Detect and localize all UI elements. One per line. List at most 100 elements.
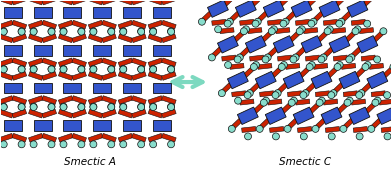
Bar: [72, 20, 87, 29]
Circle shape: [244, 92, 251, 99]
Circle shape: [0, 141, 7, 148]
Bar: [238, 46, 251, 59]
Bar: [212, 19, 226, 25]
Bar: [258, 117, 271, 130]
Bar: [58, 20, 73, 29]
Bar: [325, 126, 340, 132]
Circle shape: [278, 64, 285, 70]
Bar: [298, 126, 312, 132]
Circle shape: [218, 90, 225, 97]
Bar: [148, 96, 163, 104]
Bar: [88, 133, 103, 142]
Bar: [315, 91, 330, 97]
Circle shape: [60, 103, 67, 110]
Circle shape: [338, 18, 345, 25]
Circle shape: [384, 133, 391, 140]
Circle shape: [167, 28, 174, 35]
Bar: [58, 96, 73, 104]
Circle shape: [374, 97, 381, 104]
Bar: [222, 55, 236, 61]
Bar: [162, 58, 176, 67]
Bar: [342, 117, 355, 130]
Bar: [276, 28, 290, 34]
Circle shape: [78, 65, 85, 72]
Bar: [291, 0, 312, 17]
Bar: [232, 91, 246, 97]
Bar: [266, 46, 279, 59]
Bar: [351, 99, 366, 105]
Bar: [12, 109, 27, 118]
Circle shape: [316, 99, 323, 106]
Circle shape: [60, 66, 67, 73]
Bar: [162, 72, 176, 80]
Circle shape: [260, 99, 267, 106]
Circle shape: [138, 103, 145, 110]
Circle shape: [198, 18, 205, 25]
Circle shape: [30, 66, 37, 73]
Bar: [132, 109, 146, 118]
Bar: [332, 82, 345, 94]
Circle shape: [372, 99, 379, 106]
Bar: [255, 71, 276, 89]
Circle shape: [356, 92, 363, 99]
Circle shape: [308, 20, 315, 27]
Bar: [0, 20, 13, 29]
Circle shape: [108, 65, 115, 72]
Circle shape: [90, 104, 97, 110]
Bar: [34, 120, 51, 131]
Bar: [268, 99, 282, 105]
Bar: [284, 10, 297, 23]
Bar: [313, 63, 328, 69]
Bar: [12, 34, 27, 43]
Bar: [371, 91, 385, 97]
Bar: [270, 126, 284, 132]
Circle shape: [108, 103, 115, 110]
Circle shape: [30, 103, 37, 110]
Bar: [93, 7, 111, 18]
Bar: [4, 7, 22, 18]
Bar: [276, 82, 289, 94]
Bar: [0, 133, 13, 142]
Bar: [333, 55, 348, 61]
Circle shape: [150, 141, 157, 148]
Bar: [339, 10, 353, 23]
Bar: [148, 20, 163, 29]
Bar: [42, 109, 56, 118]
Bar: [42, 133, 56, 142]
Circle shape: [272, 92, 279, 99]
Bar: [245, 36, 266, 53]
Bar: [304, 82, 317, 94]
Bar: [0, 96, 13, 104]
Circle shape: [226, 18, 233, 25]
Circle shape: [250, 64, 258, 70]
Bar: [354, 66, 367, 78]
Bar: [162, 34, 176, 43]
Bar: [162, 20, 176, 29]
Bar: [29, 109, 43, 118]
Bar: [88, 109, 103, 118]
Circle shape: [300, 133, 307, 140]
Bar: [29, 0, 43, 5]
Bar: [273, 36, 294, 53]
Bar: [58, 34, 73, 43]
Bar: [42, 72, 56, 80]
Circle shape: [138, 141, 145, 148]
Bar: [29, 58, 43, 67]
Circle shape: [150, 66, 157, 73]
Bar: [298, 66, 311, 78]
Circle shape: [90, 65, 97, 72]
Bar: [118, 133, 133, 142]
Circle shape: [138, 65, 145, 72]
Circle shape: [228, 125, 235, 132]
Bar: [58, 58, 73, 67]
Bar: [132, 133, 146, 142]
Circle shape: [108, 66, 115, 73]
Bar: [347, 0, 368, 17]
Bar: [72, 34, 87, 43]
Bar: [118, 72, 133, 80]
Bar: [323, 19, 338, 25]
Bar: [58, 133, 73, 142]
Bar: [118, 34, 133, 43]
Bar: [102, 96, 116, 104]
Bar: [308, 101, 321, 114]
